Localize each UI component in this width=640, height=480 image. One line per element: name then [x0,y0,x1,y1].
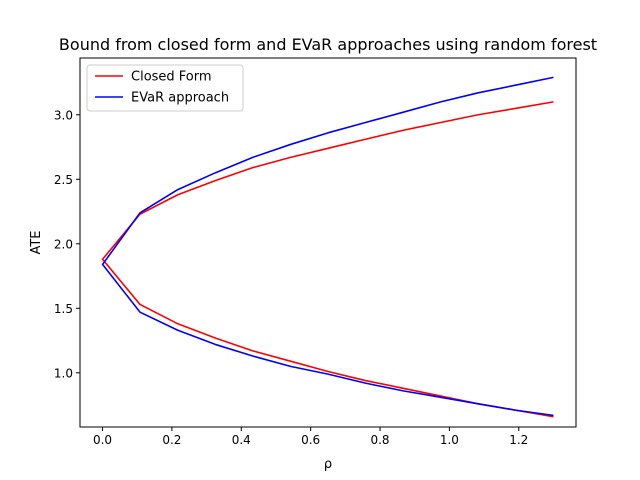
chart-title: Bound from closed form and EVaR approach… [59,35,597,54]
y-tick-label: 1.5 [54,302,73,316]
x-tick-label: 0.0 [93,433,112,447]
y-tick-label: 2.0 [54,237,73,251]
x-tick-label: 0.4 [232,433,251,447]
legend-label-closed-form: Closed Form [131,70,212,85]
x-tick-label: 0.8 [370,433,389,447]
x-axis-label: ρ [324,457,332,472]
x-tick-label: 1.2 [509,433,528,447]
x-tick-label: 0.2 [162,433,181,447]
legend-box [86,64,244,112]
y-tick-label: 1.0 [54,366,73,380]
y-tick-label: 3.0 [54,108,73,122]
y-tick-label: 2.5 [54,173,73,187]
legend-label-evar: EVaR approach [131,91,229,106]
legend: Closed Form EVaR approach [86,64,244,112]
series-line-1 [101,76,554,417]
y-axis-label: ATE [29,230,44,254]
x-tick-label: 0.6 [301,433,320,447]
y-axis: 1.0 1.5 2.0 2.5 3.0 [54,108,80,380]
series-layer [101,76,554,418]
x-axis: 0.0 0.2 0.4 0.6 0.8 1.0 1.2 [93,427,528,447]
x-tick-label: 1.0 [440,433,459,447]
axes-frame [79,57,577,428]
plot-frame [80,58,576,427]
series-line-0 [101,101,554,418]
plot-area [80,58,576,427]
